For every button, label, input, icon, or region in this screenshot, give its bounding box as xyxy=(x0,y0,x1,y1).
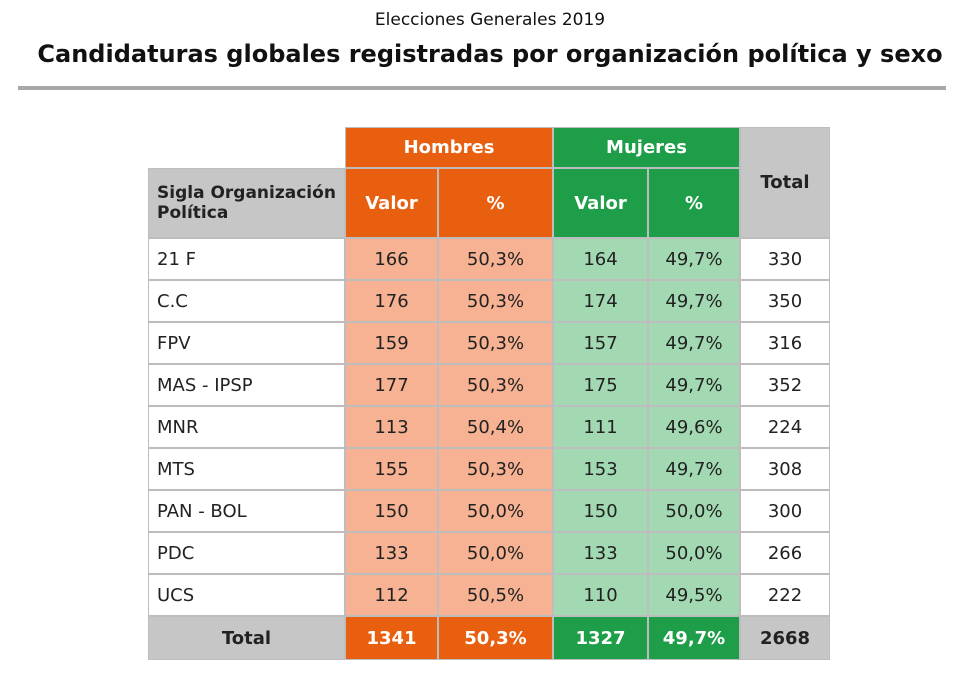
table-cell: 50,3% xyxy=(438,448,553,490)
table-cell: 50,4% xyxy=(438,406,553,448)
table-cell: 150 xyxy=(345,490,438,532)
table-cell: 155 xyxy=(345,448,438,490)
total-cell: 50,3% xyxy=(438,616,553,660)
table-cell: 224 xyxy=(740,406,830,448)
group-header: Hombres xyxy=(345,127,553,168)
table-cell: 50,0% xyxy=(648,532,740,574)
table-cell: 308 xyxy=(740,448,830,490)
row-label: MAS - IPSP xyxy=(148,364,345,406)
table-cell: 133 xyxy=(553,532,648,574)
column-header: % xyxy=(438,168,553,238)
table-cell: 330 xyxy=(740,238,830,280)
table-cell: 175 xyxy=(553,364,648,406)
table-cell: 166 xyxy=(345,238,438,280)
table-cell: 50,0% xyxy=(438,532,553,574)
table-cell: 49,7% xyxy=(648,238,740,280)
row-label: PDC xyxy=(148,532,345,574)
table-cell: 110 xyxy=(553,574,648,616)
table-cell: 350 xyxy=(740,280,830,322)
table-cell: 133 xyxy=(345,532,438,574)
table-cell: 49,7% xyxy=(648,364,740,406)
table-cell: 164 xyxy=(553,238,648,280)
column-header: % xyxy=(648,168,740,238)
total-cell: 1341 xyxy=(345,616,438,660)
table-cell: 222 xyxy=(740,574,830,616)
table-cell: 49,7% xyxy=(648,448,740,490)
table-cell: 352 xyxy=(740,364,830,406)
table-cell: 111 xyxy=(553,406,648,448)
table-cell: 176 xyxy=(345,280,438,322)
table-cell: 50,3% xyxy=(438,322,553,364)
column-header: Sigla Organización Política xyxy=(148,168,345,238)
table-cell: 113 xyxy=(345,406,438,448)
table-cell: 49,7% xyxy=(648,280,740,322)
total-label: Total xyxy=(148,616,345,660)
table-cell: 157 xyxy=(553,322,648,364)
title: Candidaturas globales registradas por or… xyxy=(37,40,943,68)
column-header: Total xyxy=(740,127,830,238)
divider xyxy=(18,86,946,90)
table-cell: 49,5% xyxy=(648,574,740,616)
table-cell: 266 xyxy=(740,532,830,574)
table-cell: 50,0% xyxy=(438,490,553,532)
row-label: FPV xyxy=(148,322,345,364)
table-cell: 50,5% xyxy=(438,574,553,616)
group-header: Mujeres xyxy=(553,127,740,168)
table-cell: 177 xyxy=(345,364,438,406)
table-cell: 50,3% xyxy=(438,280,553,322)
column-header: Valor xyxy=(345,168,438,238)
total-cell: 2668 xyxy=(740,616,830,660)
table-cell: 159 xyxy=(345,322,438,364)
table-cell: 174 xyxy=(553,280,648,322)
column-header: Valor xyxy=(553,168,648,238)
row-label: MTS xyxy=(148,448,345,490)
table-cell: 50,0% xyxy=(648,490,740,532)
table-cell: 300 xyxy=(740,490,830,532)
row-label: UCS xyxy=(148,574,345,616)
total-cell: 49,7% xyxy=(648,616,740,660)
table-cell: 316 xyxy=(740,322,830,364)
table-cell: 150 xyxy=(553,490,648,532)
row-label: MNR xyxy=(148,406,345,448)
table-cell: 153 xyxy=(553,448,648,490)
table-cell: 49,6% xyxy=(648,406,740,448)
table-cell: 50,3% xyxy=(438,364,553,406)
row-label: PAN - BOL xyxy=(148,490,345,532)
table-cell: 49,7% xyxy=(648,322,740,364)
row-label: 21 F xyxy=(148,238,345,280)
table-cell: 112 xyxy=(345,574,438,616)
subtitle: Elecciones Generales 2019 xyxy=(374,10,606,30)
table-cell: 50,3% xyxy=(438,238,553,280)
total-cell: 1327 xyxy=(553,616,648,660)
row-label: C.C xyxy=(148,280,345,322)
